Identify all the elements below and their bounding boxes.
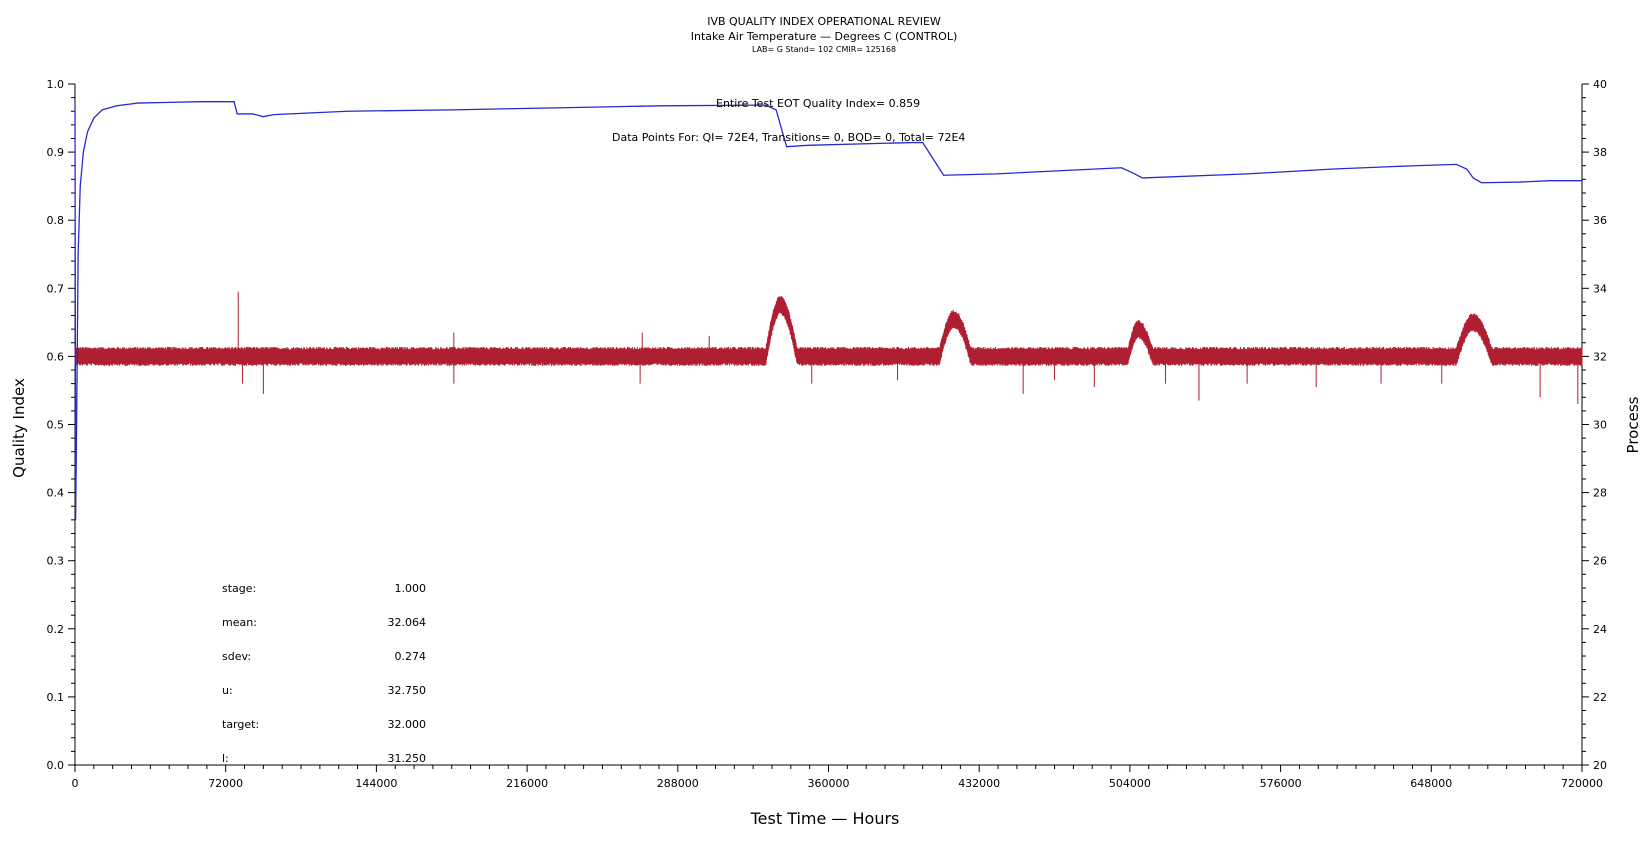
y-left-tick-label: 0.5 xyxy=(47,419,65,432)
y-right-tick-label: 36 xyxy=(1593,214,1607,227)
axis-ticks: 0 72000 144000 216000 288000 360000 432000 5040… xyxy=(47,78,1608,790)
y-right-tick-label: 26 xyxy=(1593,555,1607,568)
stat-label: sdev: xyxy=(222,650,251,663)
x-tick-label: 144000 xyxy=(355,777,397,790)
y-left-tick-label: 0.9 xyxy=(47,146,65,159)
x-tick-label: 288000 xyxy=(657,777,699,790)
quality-index-series-line xyxy=(74,101,1582,520)
process-series-line xyxy=(74,296,1583,366)
stat-label: mean: xyxy=(222,616,257,629)
x-tick-label: 648000 xyxy=(1410,777,1452,790)
x-tick-label: 216000 xyxy=(506,777,548,790)
y-left-tick-label: 0.7 xyxy=(47,282,65,295)
y-left-tick-label: 0.8 xyxy=(47,214,65,227)
x-tick-label: 720000 xyxy=(1561,777,1603,790)
x-tick-label: 504000 xyxy=(1109,777,1151,790)
stat-value: 31.250 xyxy=(388,752,427,765)
stat-label: stage: xyxy=(222,582,256,595)
y-left-tick-label: 0.0 xyxy=(47,759,65,772)
y-right-tick-label: 20 xyxy=(1593,759,1607,772)
y-right-tick-label: 30 xyxy=(1593,419,1607,432)
x-tick-label: 72000 xyxy=(208,777,243,790)
x-tick-label: 0 xyxy=(72,777,79,790)
y-right-tick-label: 40 xyxy=(1593,78,1607,91)
stat-value: 32.064 xyxy=(388,616,427,629)
chart-subtitle-lab: LAB= G Stand= 102 CMIR= 125168 xyxy=(752,45,896,54)
annotation-eot-quality-index: Entire Test EOT Quality Index= 0.859 xyxy=(716,97,920,110)
stat-label: l: xyxy=(222,752,229,765)
y-axis-label-right: Process xyxy=(1624,396,1642,453)
y-left-tick-label: 1.0 xyxy=(47,78,65,91)
stat-value: 32.000 xyxy=(388,718,427,731)
axes-frame xyxy=(74,84,1583,766)
y-right-tick-label: 22 xyxy=(1593,691,1607,704)
stat-value: 32.750 xyxy=(388,684,427,697)
chart-title: IVB QUALITY INDEX OPERATIONAL REVIEW xyxy=(707,15,941,28)
x-tick-label: 432000 xyxy=(958,777,1000,790)
y-left-tick-label: 0.4 xyxy=(47,487,65,500)
chart-subtitle: Intake Air Temperature — Degrees C (CONT… xyxy=(691,30,958,43)
x-tick-label: 576000 xyxy=(1260,777,1302,790)
y-right-tick-label: 32 xyxy=(1593,350,1607,363)
y-left-tick-label: 0.1 xyxy=(47,691,65,704)
stat-label: target: xyxy=(222,718,259,731)
y-left-tick-label: 0.6 xyxy=(47,350,65,363)
annotation-data-points: Data Points For: QI= 72E4, Transitions= … xyxy=(612,131,965,144)
stat-value: 1.000 xyxy=(395,582,427,595)
stat-value: 0.274 xyxy=(395,650,427,663)
x-tick-label: 360000 xyxy=(808,777,850,790)
y-left-tick-label: 0.2 xyxy=(47,623,65,636)
stat-label: u: xyxy=(222,684,233,697)
stats-block: stage: 1.000 mean: 32.064 sdev: 0.274 u:… xyxy=(222,582,426,765)
y-right-tick-label: 28 xyxy=(1593,487,1607,500)
y-right-tick-label: 34 xyxy=(1593,282,1607,295)
y-right-tick-label: 38 xyxy=(1593,146,1607,159)
data-series xyxy=(74,101,1583,520)
y-left-tick-label: 0.3 xyxy=(47,555,65,568)
y-axis-label-left: Quality Index xyxy=(10,378,28,478)
x-axis-label: Test Time — Hours xyxy=(750,809,900,828)
y-right-tick-label: 24 xyxy=(1593,623,1607,636)
